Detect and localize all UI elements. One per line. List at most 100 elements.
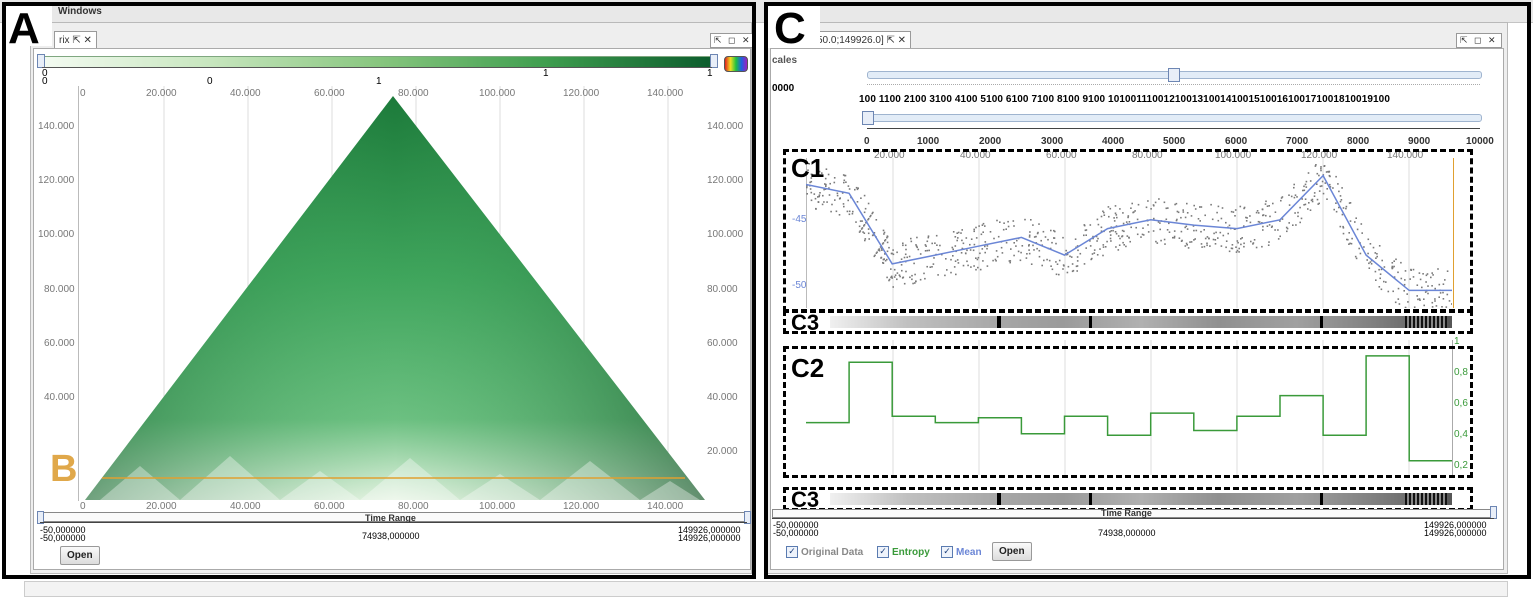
mean-checkbox[interactable]: ✓ Mean — [941, 546, 982, 558]
original-data-point — [1431, 306, 1434, 308]
original-data-point — [1219, 231, 1222, 234]
original-data-point — [1110, 240, 1112, 242]
time-right: 149926,000000 — [678, 525, 741, 535]
original-data-point — [941, 253, 943, 256]
original-data-point — [882, 229, 885, 232]
original-data-point — [856, 201, 859, 203]
original-data-point — [1427, 285, 1429, 287]
menu-windows[interactable]: Windows — [58, 6, 102, 17]
open-button-a[interactable]: Open — [60, 546, 100, 565]
original-data-point — [1020, 251, 1022, 254]
original-data-point — [1252, 242, 1255, 244]
original-data-point — [1147, 224, 1149, 226]
original-data-point — [1305, 180, 1308, 183]
status-bar — [24, 581, 1508, 597]
matrix-window-controls[interactable]: ⇱ ◻ ✕ — [710, 33, 756, 48]
original-data-point — [1294, 194, 1297, 196]
window-tick: 5000 — [1163, 136, 1186, 147]
original-data-point — [1118, 244, 1121, 246]
signal-window-controls[interactable]: ⇱ ◻ ✕ — [1456, 33, 1502, 48]
colorbar-min-handle[interactable] — [37, 54, 45, 68]
original-data-point — [1230, 210, 1233, 213]
original-data-point — [1032, 244, 1034, 247]
original-data-point — [1015, 245, 1017, 247]
original-data-point — [1071, 270, 1074, 273]
colorbar-max-handle[interactable] — [710, 54, 718, 68]
original-data-point — [1145, 206, 1148, 209]
contact-matrix-plot[interactable] — [80, 86, 710, 506]
original-data-point — [856, 188, 859, 191]
original-data-point — [1434, 300, 1436, 302]
tab-float-close-icon[interactable]: ⇱ ✕ — [886, 35, 907, 46]
original-data-point — [1315, 164, 1317, 166]
original-data-point — [919, 278, 922, 281]
scale-slider-thumb[interactable] — [1168, 68, 1180, 82]
time-range-end-handle[interactable] — [744, 511, 751, 524]
original-data-point — [1277, 229, 1279, 231]
time-left-sub: -50,000000 — [40, 533, 86, 543]
original-data-point — [1355, 257, 1358, 260]
original-data-point — [1016, 239, 1018, 242]
colorbar-tick: 0 — [207, 76, 213, 87]
open-button-c[interactable]: Open — [992, 542, 1032, 561]
c2-plot-area[interactable] — [806, 340, 1453, 475]
c3-label: C3 — [791, 310, 820, 335]
original-data-point — [904, 244, 907, 247]
original-data-point — [1199, 206, 1201, 208]
original-data-point — [1115, 246, 1117, 248]
original-data-point — [1119, 208, 1121, 210]
original-data-point — [1221, 207, 1224, 209]
tab-float-close-icon[interactable]: ⇱ ✕ — [72, 35, 92, 46]
original-data-point — [1338, 206, 1340, 209]
original-data-point — [1366, 259, 1368, 261]
entropy-checkbox[interactable]: ✓ Entropy — [877, 546, 930, 558]
original-data-point — [1206, 244, 1208, 247]
original-data-point — [838, 198, 841, 200]
original-data-point — [1427, 292, 1429, 295]
original-data-point — [1225, 221, 1227, 224]
original-data-point — [1361, 232, 1363, 234]
original-data-point — [952, 231, 955, 233]
original-data-point — [1028, 244, 1030, 246]
original-data-point — [1125, 221, 1128, 223]
original-data-point — [1303, 185, 1305, 188]
original-data-point — [1235, 246, 1237, 248]
original-data-point — [835, 210, 838, 213]
original-data-point — [1280, 199, 1282, 202]
original-data-point — [873, 255, 876, 258]
original-data-point — [1439, 292, 1442, 294]
original-data-point — [1109, 231, 1111, 233]
original-data-point — [1432, 274, 1434, 276]
original-data-point — [1076, 265, 1079, 267]
original-data-point — [1413, 306, 1416, 308]
c2-chart[interactable] — [806, 340, 1452, 475]
original-data-point — [1065, 249, 1067, 252]
original-data-point — [1400, 277, 1403, 280]
original-data-point — [973, 230, 975, 233]
original-data-point — [1281, 218, 1284, 220]
c3-mark — [1320, 316, 1323, 328]
original-data-point — [1308, 202, 1310, 204]
original-data-point — [842, 203, 845, 205]
original-data-checkbox[interactable]: ✓ Original Data — [786, 546, 863, 558]
original-data-point — [956, 239, 958, 242]
c1-chart[interactable] — [806, 158, 1452, 308]
original-data-point — [865, 222, 867, 224]
original-data-point — [1128, 221, 1131, 223]
original-data-point — [1163, 201, 1166, 204]
original-data-point — [1117, 249, 1120, 251]
time-range-start-handle[interactable] — [37, 511, 44, 524]
original-data-point — [1212, 238, 1215, 241]
original-data-point — [1337, 183, 1339, 185]
panel-c-frame — [764, 2, 1531, 579]
original-data-point — [1067, 265, 1070, 268]
original-data-point — [815, 207, 817, 210]
original-data-point — [1104, 246, 1107, 248]
original-data-point — [1089, 245, 1092, 247]
palette-icon[interactable] — [724, 56, 748, 72]
original-data-point — [951, 246, 954, 249]
window-slider-thumb[interactable] — [862, 111, 874, 125]
matrix-tab[interactable]: rix ⇱ ✕ — [54, 31, 97, 50]
original-data-point — [975, 226, 977, 229]
original-data-point — [1311, 200, 1314, 203]
